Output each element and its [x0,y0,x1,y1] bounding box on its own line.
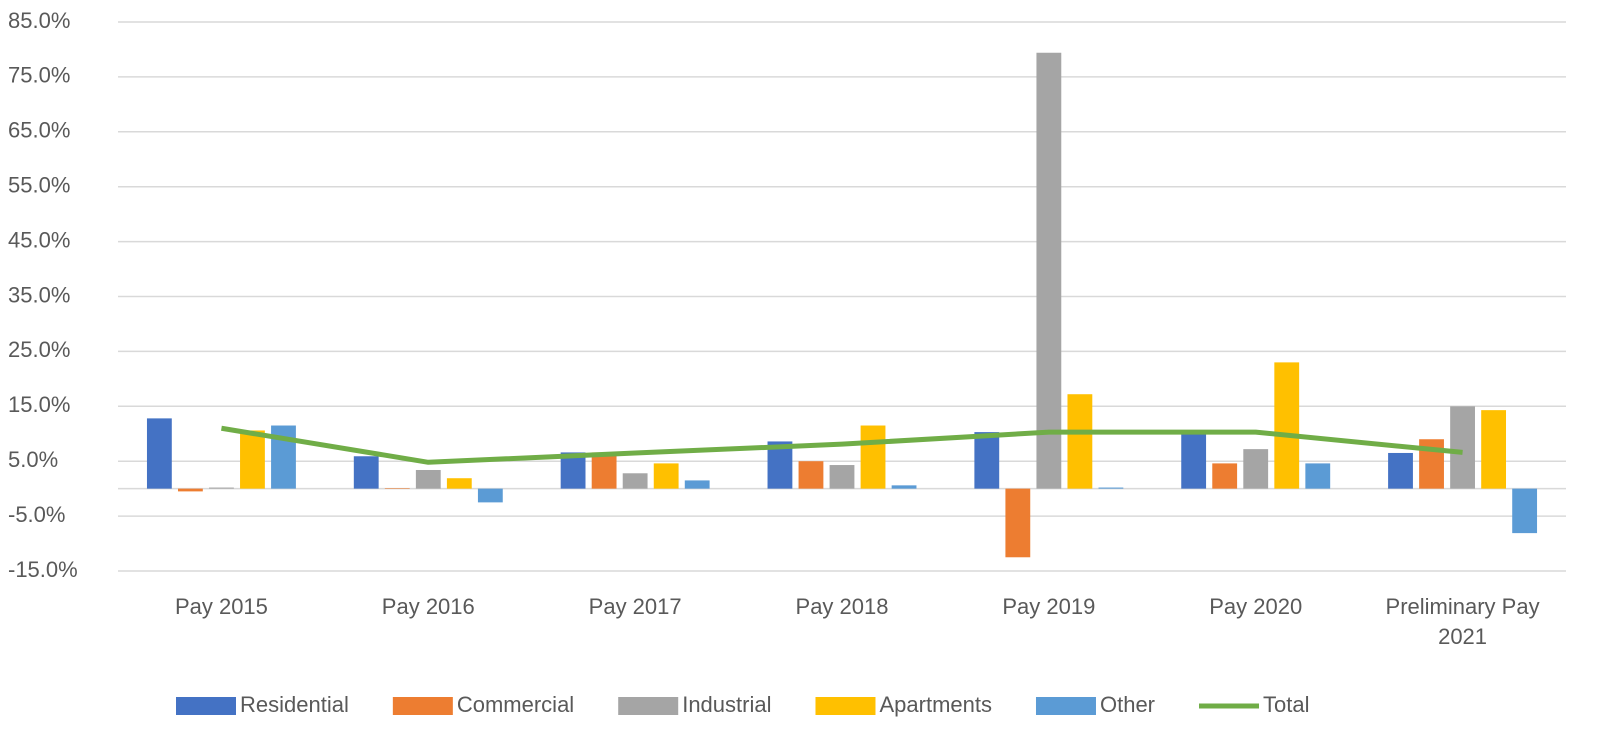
y-tick-label: 85.0% [8,8,70,33]
bar [1481,410,1507,489]
bar [1243,449,1269,489]
legend-label: Residential [240,692,349,717]
bar [860,425,886,489]
bar [415,469,441,489]
bar [1305,463,1331,489]
bar [384,488,410,489]
x-tick-label: Pay 2018 [795,594,889,619]
y-tick-label: -5.0% [8,502,65,527]
bar [146,418,172,489]
bar [177,488,203,492]
legend-label: Other [1100,692,1155,717]
bar [1512,488,1538,534]
line-series [221,425,1463,465]
y-tick-label: 15.0% [8,392,70,417]
bar [829,465,855,489]
bar [209,487,234,489]
y-tick-label: 5.0% [8,447,58,472]
x-tick-label: Pay 2016 [381,594,475,619]
bar [1388,452,1413,489]
y-tick-label: 25.0% [8,337,70,362]
bar [798,461,824,489]
legend-swatch [618,697,679,715]
y-tick-label: -15.0% [8,557,78,582]
bar [353,456,379,489]
legend-label: Commercial [457,692,574,717]
x-tick-label: Pay 2019 [1002,594,1096,619]
legend-swatch [1035,697,1096,715]
bar [891,485,917,489]
bar [1005,488,1031,558]
bar [446,478,472,489]
bar [477,488,503,503]
x-tick-label: Pay 2017 [588,594,682,619]
bar [1450,406,1475,489]
bar [1274,362,1300,489]
legend-swatch [392,697,453,715]
legend-label: Industrial [682,692,771,717]
bar [653,463,679,489]
legend-label: Apartments [879,692,992,717]
bar [974,432,1000,489]
y-tick-label: 35.0% [8,282,70,307]
bar [240,430,265,489]
bar [622,473,648,489]
bar [1067,394,1093,489]
legend-label: Total [1263,692,1309,717]
bar [1098,487,1124,489]
x-tick-label: Pay 2020 [1209,594,1303,619]
bar [1181,434,1207,489]
y-tick-label: 65.0% [8,118,70,143]
bar [1212,463,1238,489]
bar [684,480,710,489]
y-tick-label: 45.0% [8,227,70,252]
x-tick-label: Pay 2015 [174,594,268,619]
legend-swatch [815,697,876,715]
y-tick-label: 55.0% [8,173,70,198]
bar [591,452,617,489]
legend-swatch [176,697,236,715]
y-tick-label: 75.0% [8,63,70,88]
x-tick-label: Preliminary Pay 2021 [1385,594,1540,649]
bar [1036,52,1062,489]
